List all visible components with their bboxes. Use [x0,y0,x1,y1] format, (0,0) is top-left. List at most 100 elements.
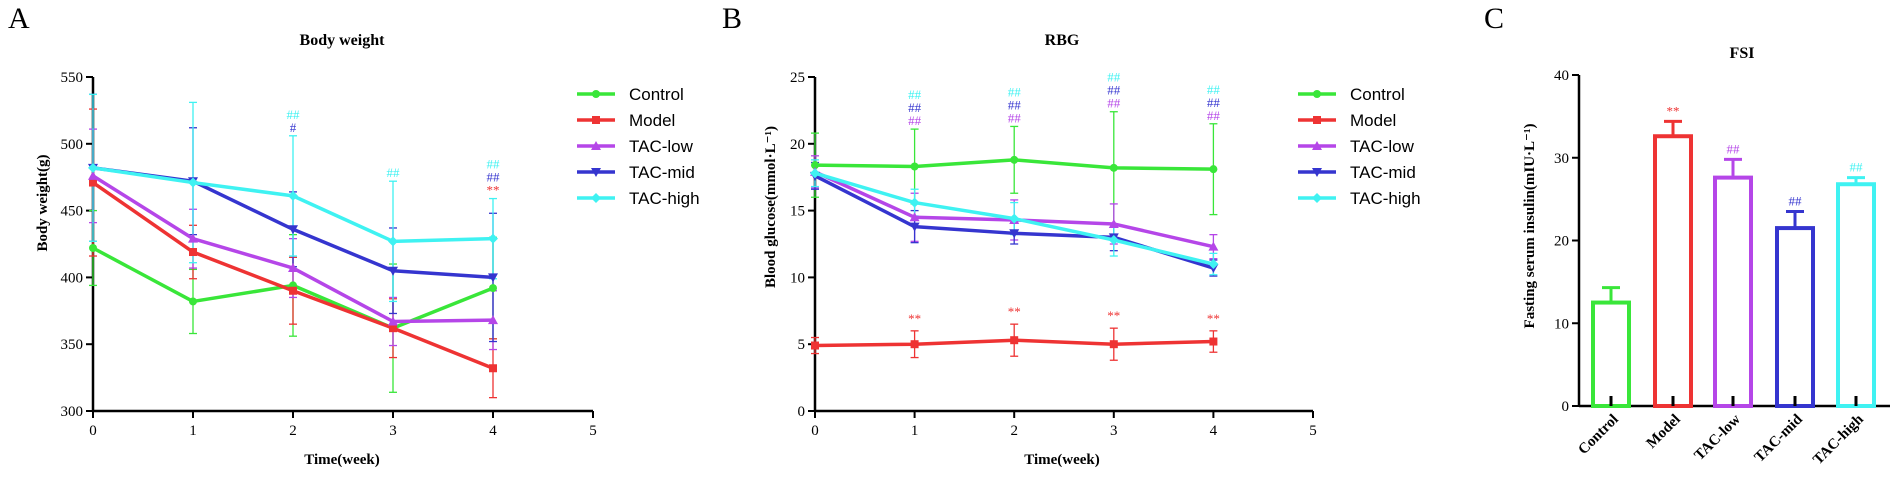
fsi-chart: FSI Fasting serum insulin(mIU·L⁻¹) 0 10 20… [1522,45,1890,468]
y-tick-label: 300 [61,404,84,420]
y-tick-label: 5 [798,337,806,353]
data-point [488,233,498,244]
data-point [188,177,198,188]
data-point [1209,337,1218,346]
y-tick-label: 10 [1554,316,1569,332]
data-point [909,222,920,232]
y-tick-label: 10 [790,270,805,286]
data-point [1010,155,1019,164]
significance-mark: ** [1008,304,1021,319]
significance-mark: ## [1727,141,1741,156]
data-point [89,178,97,187]
legend: Control Model TAC-low TAC-mid TAC-high [577,85,700,208]
panel-letter-c: C [1484,2,1504,35]
x-tick-label: 0 [89,423,97,439]
legend-label-tac-low: TAC-low [629,137,694,156]
x-tick-label: 4 [489,423,497,439]
x-tick-label: 0 [811,423,819,439]
panel-letter-a: A [8,2,30,35]
category-label-tac-low: TAC-low [1691,411,1743,463]
x-axis-label: Time(week) [1024,452,1100,468]
data-point [488,273,498,283]
data-point [288,190,298,201]
legend-marker [1313,116,1321,124]
y-tick-label: 350 [61,337,84,353]
legend-marker [1313,90,1321,98]
chart-title: RBG [1045,32,1080,49]
data-point [1208,241,1219,251]
significance-mark: ## [1207,95,1221,110]
x-tick-label: 2 [1010,423,1018,439]
data-point [910,162,919,171]
category-label-model: Model [1644,412,1684,452]
data-point [811,341,819,350]
y-tick-label: 30 [1554,151,1569,167]
legend-marker [591,168,601,177]
data-point [910,340,919,349]
significance-mark: ## [487,157,501,172]
x-tick-label: 5 [589,423,597,439]
x-tick-label: 3 [1110,423,1118,439]
data-point [489,364,497,373]
legend-marker [592,90,600,98]
data-point [488,315,498,325]
legend-label-tac-high: TAC-high [629,189,700,208]
data-point [88,162,98,173]
significance-mark: ** [1207,311,1220,326]
significance-mark: ## [908,113,922,128]
data-point [89,244,97,253]
data-point [1209,165,1218,174]
data-point [1108,234,1119,245]
significance-mark: ## [1008,110,1022,125]
significance-mark: ## [1107,70,1121,85]
data-point [388,266,398,276]
bar-model [1653,134,1693,409]
significance-mark: # [290,120,297,135]
y-tick-label: 40 [1554,68,1569,84]
data-point [189,297,197,306]
body-weight-chart: Body weight Time(week) Body weight(g) 30… [35,32,700,468]
category-label-control: Control [1575,412,1621,458]
y-tick-label: 20 [1554,234,1569,250]
y-tick-label: 0 [1562,399,1570,415]
y-tick-label: 500 [61,137,84,153]
x-tick-label: 5 [1309,423,1317,439]
panel-letter-b: B [722,2,742,35]
significance-mark: ## [387,165,401,180]
data-point [489,284,497,293]
category-label-tac-high: TAC-high [1810,411,1867,468]
plot-area: 0 10 20 30 40 Control ** Model ## TAC-low ## TAC-mi… [1554,68,1890,468]
data-point [389,324,397,333]
data-point [288,225,298,235]
y-tick-label: 400 [61,270,84,286]
legend-label-tac-low: TAC-low [1350,137,1415,156]
legend-marker [1312,141,1322,150]
legend-label-tac-mid: TAC-mid [629,163,695,182]
x-tick-label: 3 [389,423,397,439]
legend: Control Model TAC-low TAC-mid TAC-high [1298,85,1421,208]
x-tick-label: 1 [189,423,197,439]
y-tick-label: 25 [790,70,805,86]
data-point [188,233,198,243]
significance-mark: ## [1207,108,1221,123]
data-point [1009,213,1020,224]
data-point [810,168,820,179]
significance-mark: ## [908,87,922,102]
significance-mark: ** [1107,308,1120,323]
x-axis-label: Time(week) [304,452,380,468]
significance-mark: ## [1850,160,1864,175]
data-point [88,170,98,180]
data-point [909,212,920,222]
y-tick-label: 450 [61,204,84,220]
legend-marker [1312,193,1322,203]
bar-tac-low [1713,175,1753,408]
data-point [1009,229,1020,239]
legend-marker [592,116,600,124]
legend-label-model: Model [1350,111,1396,130]
significance-mark: ## [287,107,301,122]
y-tick-label: 20 [790,137,805,153]
y-tick-label: 15 [790,204,805,220]
